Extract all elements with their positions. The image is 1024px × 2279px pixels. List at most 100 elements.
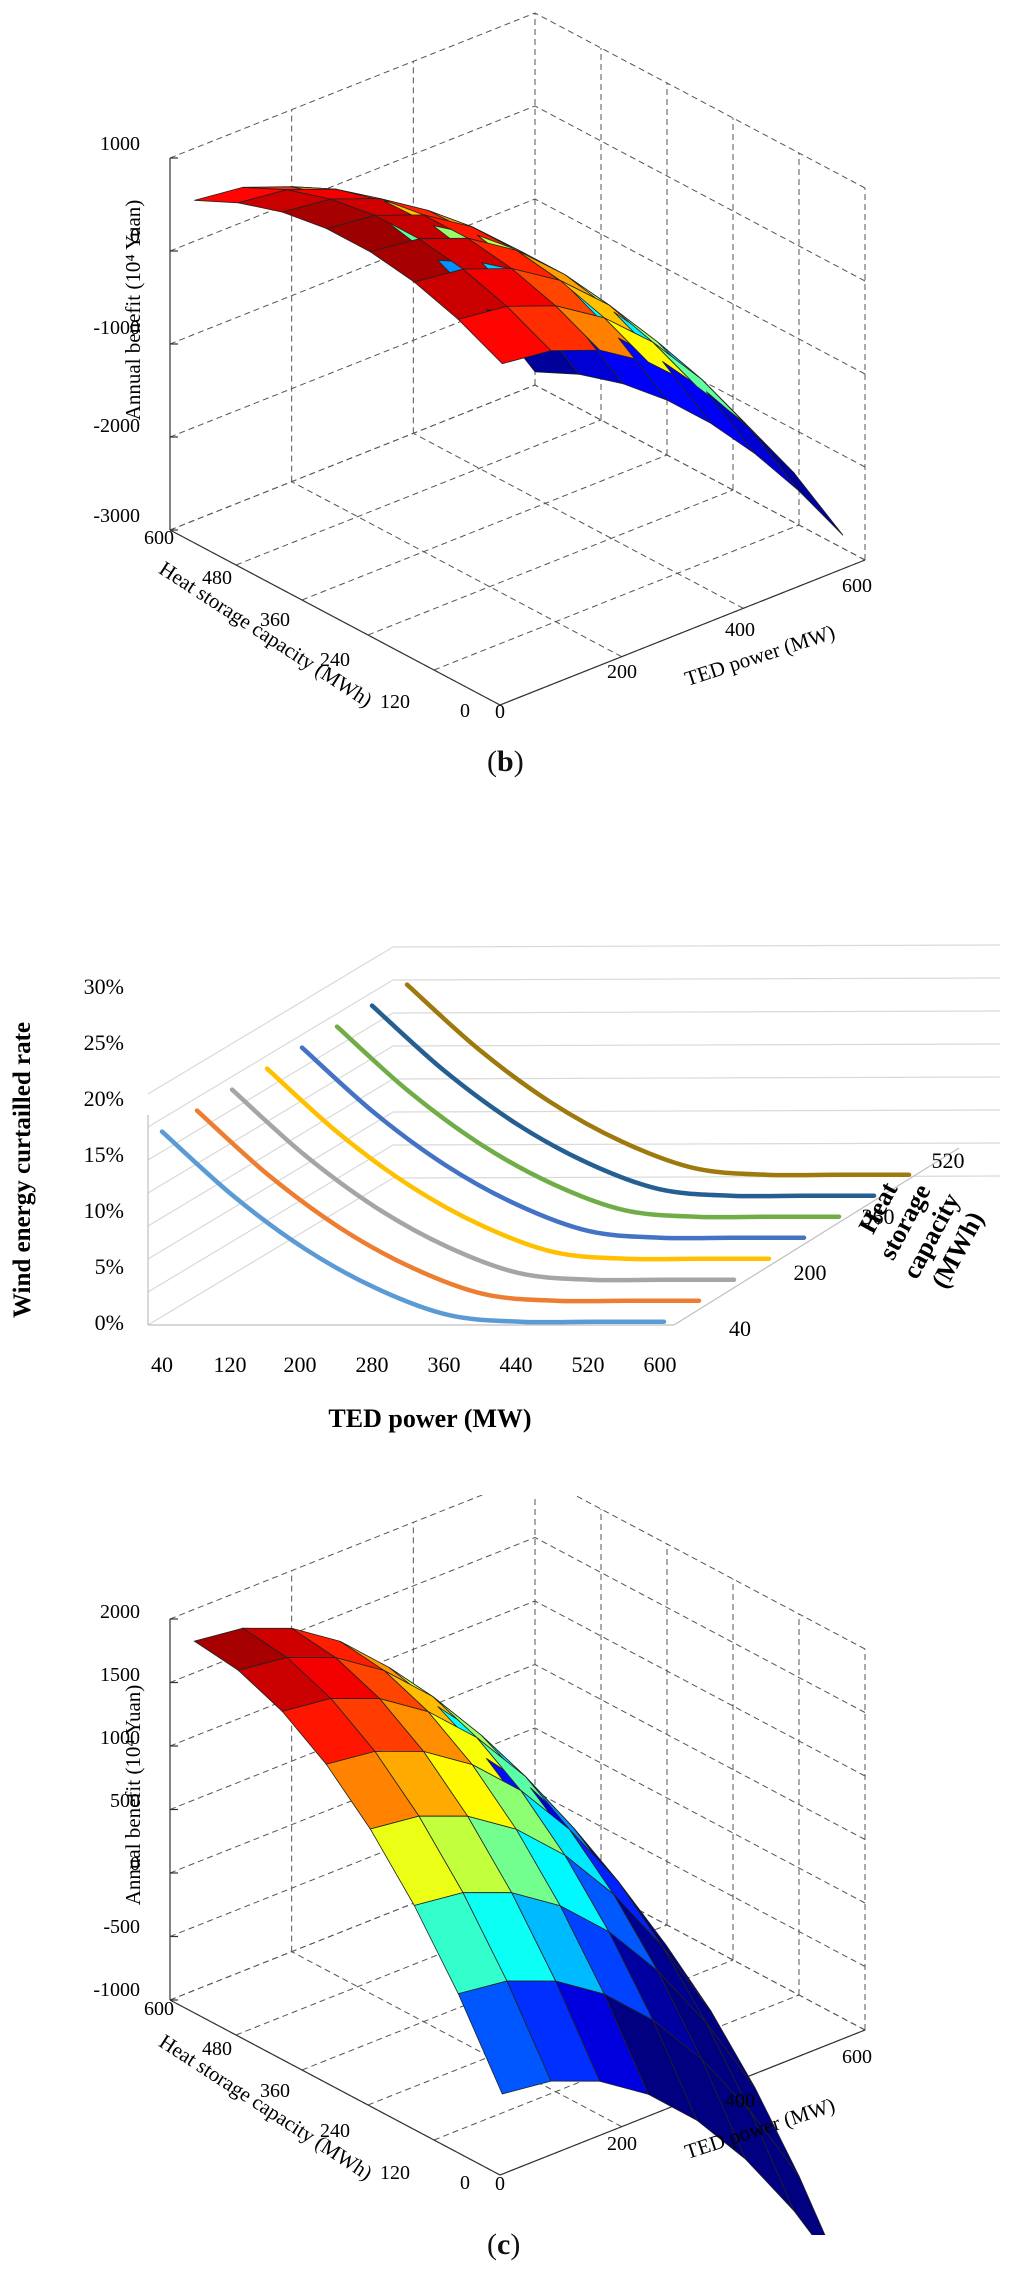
back-grid-line [392,1109,1001,1113]
x-tick-labels-c: 0 200 400 600 [495,2046,872,2195]
surface-patch [749,2110,826,2235]
box-lines-c [169,1495,866,2176]
y-tick-label: 360 [260,2080,290,2102]
x-tick-label: 0 [495,2173,505,2195]
z-tick-labels-c: 2000 1500 1000 500 0 -500 -1000 [93,1601,140,2001]
caption-c: (c) [487,2228,521,2261]
z-tick-label: 500 [110,1790,140,1812]
x-tick-label: 400 [725,2090,755,2112]
x-tick-label: 200 [607,2133,637,2155]
z-tick-label: 520 [932,1148,965,1173]
y-tick-label: 480 [202,567,232,589]
side-grid-line [147,979,394,1128]
y-tick-label: 20% [84,1086,124,1111]
wall-grid-line [169,1664,536,1810]
x-tick-label: 280 [356,1352,389,1377]
y-axis-label-mid: Wind energy curtailled rate [9,1022,36,1318]
series-line-40 [159,1129,667,1325]
wall-grid-line [169,1600,536,1747]
y-tick-label: 120 [380,691,410,713]
line-chart-3d: 0% 5% 10% 15% 20% 25% 30% Wind energy cu… [9,944,1001,1433]
wall-grid-line [169,384,536,531]
y-tick-label: 25% [84,1030,124,1055]
y-tick-label: 0% [95,1310,124,1335]
series-line-200 [229,1087,737,1283]
wall-grid-line [534,1664,866,1840]
wall-grid-line [169,1791,536,1937]
y-tick-label: 0 [460,700,470,722]
z-axis-label-mid: Heat storage capacity (MWh) [853,1177,990,1293]
z-tick-labels-mid: 40 200 360 520 [729,1148,965,1341]
side-grid-line [147,1144,394,1293]
z-tick-label: 1500 [100,1664,140,1686]
side-grid-line [147,946,394,1095]
z-tick-label: 2000 [100,1601,140,1623]
x-tick-label: 520 [572,1352,605,1377]
y-tick-label: 240 [320,649,350,671]
back-grid-line [392,1043,1001,1047]
wall-grid-line [534,198,866,375]
floor-grid-line [367,489,734,636]
y-axis-label-c: Heat storage capacity (MWh) [155,2029,377,2185]
x-axis-label-b: TED power (MW) [682,620,838,691]
x-axis-line [499,559,866,706]
floor-grid-line [367,1959,734,2106]
surface-c [193,1627,826,2235]
wall-grid-line [169,1495,484,1620]
surface-patch [749,428,844,536]
x-tick-label: 0 [495,701,505,723]
floor-grid-line [301,1924,668,2071]
y-axis-line [169,1999,501,2176]
series-line-120 [194,1108,702,1304]
x-tick-label: 600 [644,1352,677,1377]
series-line-360 [299,1045,807,1241]
surface-chart-c: 2000 1500 1000 500 0 -500 -1000 Annual b… [93,1495,872,2235]
back-grid-line [392,1010,1001,1014]
back-grid-line [392,1142,1001,1146]
surface-b [194,186,844,536]
wall-grid-line [169,1727,536,1874]
series-line-520 [369,1003,877,1199]
y-tick-label: 30% [84,974,124,999]
x-tick-label: 440 [500,1352,533,1377]
floor-grid-line [235,419,602,566]
y-tick-label: 5% [95,1254,124,1279]
y-tick-label: 600 [144,1998,174,2020]
z-tick-label: 360 [862,1204,895,1229]
x-tick-label: 200 [284,1352,317,1377]
x-tick-label: 360 [428,1352,461,1377]
z-tick-label: -2000 [93,415,140,437]
back-grid-line [392,977,1001,981]
y-tick-label: 10% [84,1198,124,1223]
floor-grid-line [413,432,744,609]
grid-lines [147,944,1001,1326]
x-tick-label: 120 [214,1352,247,1377]
y-axis-label-b: Heat storage capacity (MWh) [155,556,377,712]
floor-grid-line [291,1951,622,2128]
wall-grid-line [534,384,866,561]
z-tick-label: -1000 [93,317,140,339]
z-tick-label: -500 [103,1916,140,1938]
x-tick-label: 40 [151,1352,173,1377]
floor-grid-line [301,454,668,601]
back-grid-line [392,1076,1001,1080]
wall-grid-line [169,105,536,252]
y-tick-label: 600 [144,527,174,549]
side-grid-line [147,1177,394,1326]
z-tick-label: 0 [130,1853,140,1875]
side-grid-line [147,1045,394,1194]
z-tick-label: 1000 [100,1727,140,1749]
wall-grid-line [534,1537,866,1713]
floor-grid-line [433,1994,800,2141]
surface-chart-b: 1000 0 -1000 -2000 -3000 Annual benefit … [93,12,872,723]
x-tick-labels-b: 0 200 400 600 [495,575,872,723]
y-axis-line [169,529,501,706]
x-tick-label: 600 [842,2046,872,2068]
side-grid-line [147,1078,394,1227]
y-tick-label: 360 [260,609,290,631]
y-tick-labels-mid: 0% 5% 10% 15% 20% 25% 30% [84,974,124,1335]
wall-grid-line [534,1727,866,1904]
wall-grid-line [169,198,536,345]
caption-b: (b) [487,745,524,778]
